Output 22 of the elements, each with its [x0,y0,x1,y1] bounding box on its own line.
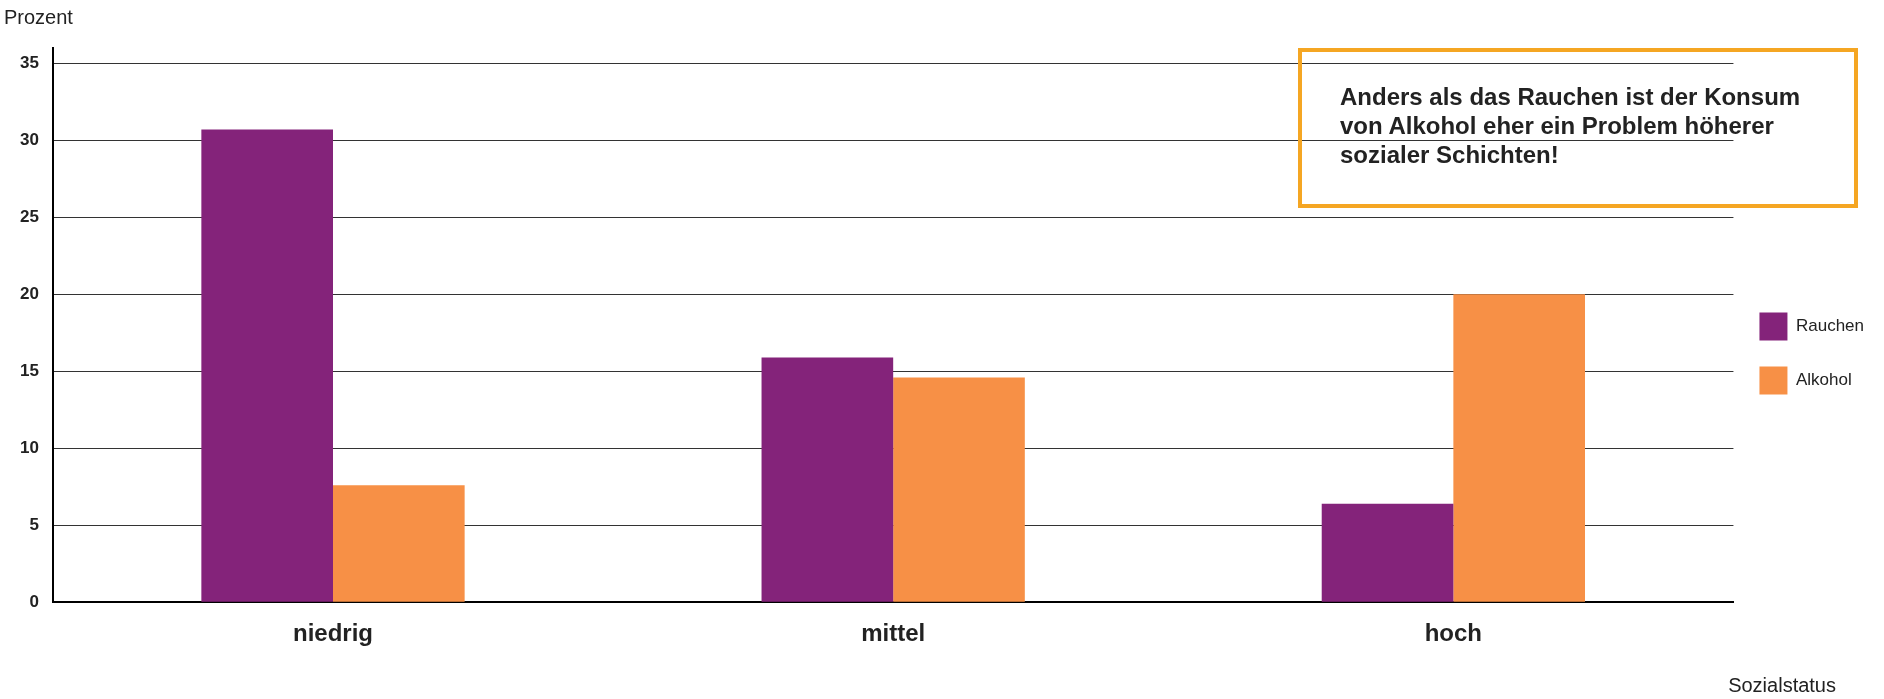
bar [333,485,465,602]
y-tick-label: 5 [29,514,39,534]
y-tick-label: 20 [19,284,39,303]
legend-label: Alkohol [1795,370,1852,390]
y-tick-label: 10 [19,437,39,457]
bar [201,129,333,602]
x-tick-label: niedrig [292,619,374,647]
bar [761,357,894,602]
bar [1453,294,1585,602]
x-tick-label: hoch [1424,619,1483,647]
y-tick-label: 15 [19,360,39,380]
x-axis-title: Sozialstatus [1728,673,1836,696]
x-tick-label: mittel [861,619,926,647]
bar [1321,503,1454,602]
y-axis-title: Prozent [4,5,74,28]
y-tick-label: 0 [29,591,39,611]
y-tick-label: 25 [19,207,39,227]
y-tick-label: 35 [19,53,39,73]
legend-label: Rauchen [1795,316,1865,336]
bar [893,377,1025,602]
annotation: Anders als das Rauchen ist der Konsum von Alkohol eher ein Problem höherer sozialer Schichten! [1298,48,1858,208]
y-tick-label: 30 [19,130,39,150]
